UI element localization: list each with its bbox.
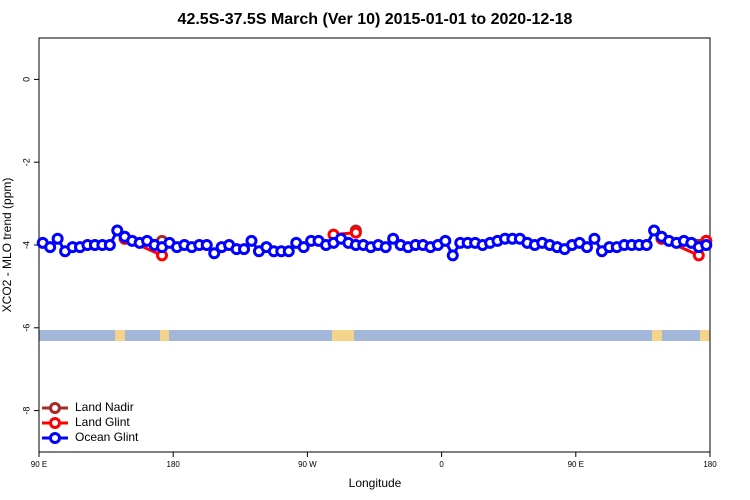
point xyxy=(111,224,124,237)
point xyxy=(700,239,713,251)
point xyxy=(282,245,295,258)
point xyxy=(200,239,213,251)
point xyxy=(297,241,310,254)
x-tick-label: 90 E xyxy=(31,460,47,469)
ocean-strip xyxy=(39,330,710,341)
land-patch xyxy=(332,330,354,341)
land-patch xyxy=(700,330,710,341)
y-tick-label: -4 xyxy=(21,241,31,249)
point xyxy=(446,249,459,262)
x-tick-label: 90 W xyxy=(298,460,317,469)
point xyxy=(349,226,362,239)
land-patch xyxy=(652,330,662,341)
point xyxy=(51,232,64,245)
point xyxy=(439,234,452,247)
point xyxy=(648,224,661,237)
legend-label: Land Glint xyxy=(75,415,130,429)
legend-marker xyxy=(49,432,61,444)
y-tick-label: -8 xyxy=(21,407,31,415)
point xyxy=(103,239,116,251)
point xyxy=(580,241,593,254)
y-tick-label: -6 xyxy=(21,324,31,332)
legend-label: Ocean Glint xyxy=(75,430,139,444)
x-axis-label: Longitude xyxy=(349,476,402,490)
point xyxy=(387,232,400,245)
x-tick-label: 90 E xyxy=(568,460,584,469)
x-tick-label: 180 xyxy=(703,460,717,469)
point xyxy=(640,239,653,251)
point xyxy=(208,247,221,260)
y-tick-label: -2 xyxy=(21,158,31,166)
land-patch xyxy=(160,330,169,341)
point xyxy=(44,241,57,254)
point xyxy=(588,232,601,245)
y-axis-label: XCO2 - MLO trend (ppm) xyxy=(0,178,14,313)
x-tick-label: 0 xyxy=(439,460,444,469)
land-patch xyxy=(115,330,125,341)
chart-title: 42.5S-37.5S March (Ver 10) 2015-01-01 to… xyxy=(178,11,573,28)
y-tick-label: 0 xyxy=(21,77,31,82)
point xyxy=(245,234,258,247)
legend-label: Land Nadir xyxy=(75,400,134,414)
legend-marker xyxy=(49,402,61,414)
x-tick-label: 180 xyxy=(167,460,181,469)
point xyxy=(238,243,251,256)
point xyxy=(379,241,392,254)
legend-marker xyxy=(49,417,61,429)
map-strip xyxy=(39,330,710,341)
